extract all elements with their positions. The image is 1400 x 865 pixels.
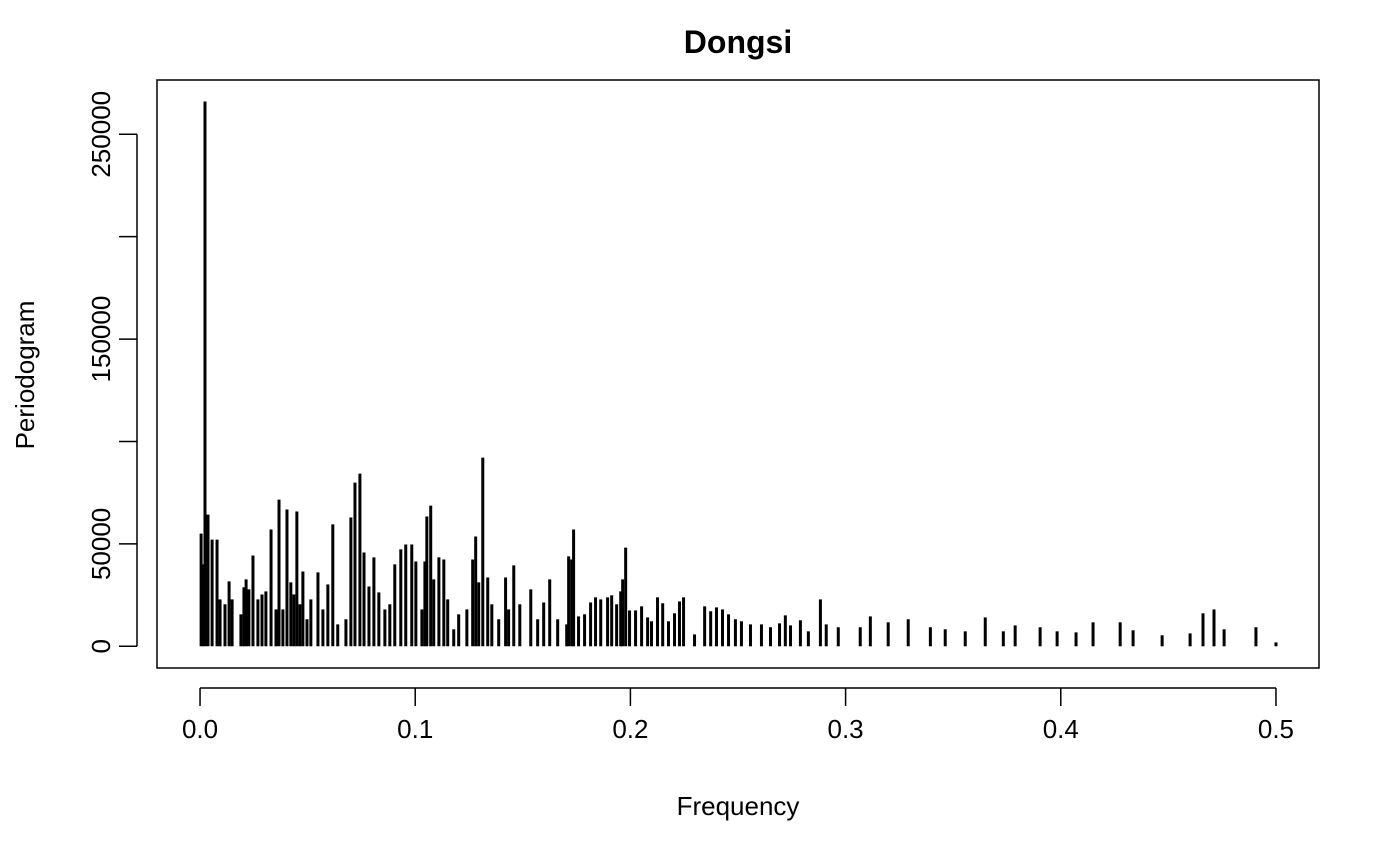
y-tick-label: 150000: [86, 296, 116, 383]
x-axis-label: Frequency: [677, 791, 800, 821]
x-tick-label: 0.1: [397, 714, 433, 744]
x-tick-label: 0.0: [182, 714, 218, 744]
x-tick-label: 0.2: [612, 714, 648, 744]
x-tick-label: 0.5: [1258, 714, 1294, 744]
x-tick-label: 0.3: [828, 714, 864, 744]
y-tick-label: 250000: [86, 91, 116, 178]
y-axis-label: Periodogram: [10, 301, 40, 450]
y-tick-label: 0: [86, 639, 116, 653]
x-tick-label: 0.4: [1043, 714, 1079, 744]
chart-title: Dongsi: [684, 24, 792, 60]
y-tick-label: 50000: [86, 508, 116, 580]
plot-box: [156, 79, 1320, 669]
